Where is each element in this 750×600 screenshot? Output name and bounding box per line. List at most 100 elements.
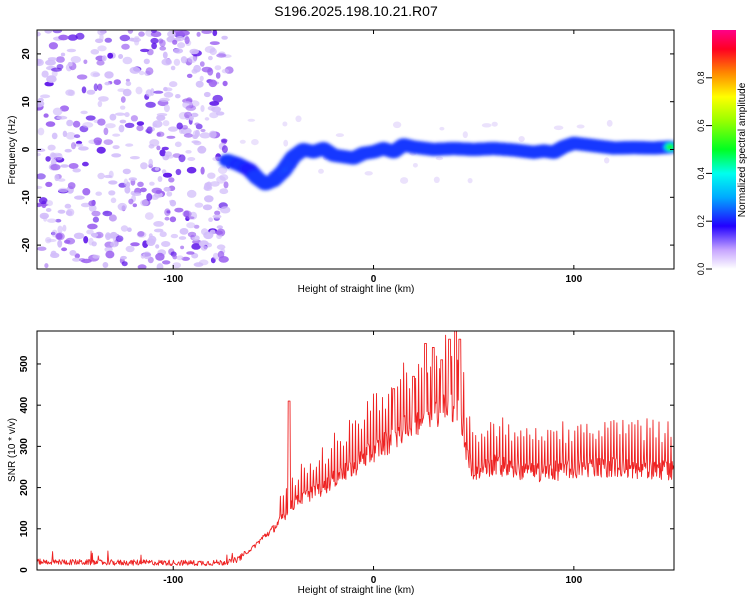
noise-blob [200, 128, 206, 133]
noise-blob [108, 170, 114, 179]
noise-blob [125, 143, 134, 147]
noise-blob [47, 57, 58, 61]
noise-blob [127, 30, 134, 34]
noise-blob [115, 112, 126, 116]
noise-blob [44, 30, 53, 34]
noise-blob [97, 172, 105, 180]
x-tick-label: 100 [565, 575, 582, 586]
x-tick-label: 100 [565, 274, 582, 285]
noise-blob [68, 163, 79, 169]
noise-blob [105, 123, 116, 129]
colorbar-label: Normalized spectral amplitude [737, 82, 748, 217]
noise-blob [215, 72, 221, 79]
noise-blob [37, 58, 42, 65]
noise-blob [43, 113, 49, 118]
noise-blob [97, 83, 103, 91]
noise-blob [108, 214, 117, 222]
noise-blob [164, 216, 170, 221]
noise-blob [110, 197, 117, 204]
snr-x-axis-label: Height of straight line (km) [298, 585, 415, 596]
noise-blob [195, 80, 204, 88]
noise-blob [136, 125, 144, 132]
noise-blob [204, 195, 214, 203]
noise-blob [193, 64, 202, 73]
noise-blob [155, 189, 162, 194]
noise-blob [173, 30, 183, 34]
noise-blob [392, 121, 402, 129]
noise-blob [208, 130, 217, 139]
noise-blob [412, 163, 418, 168]
noise-blob [128, 198, 134, 205]
noise-blob [222, 80, 228, 87]
noise-blob [97, 45, 107, 52]
noise-blob [185, 105, 197, 111]
noise-blob [37, 97, 44, 103]
noise-blob [45, 59, 56, 66]
noise-blob [151, 30, 157, 33]
noise-blob [37, 173, 46, 180]
noise-blob [74, 253, 81, 259]
noise-blob [129, 156, 140, 160]
noise-blob [57, 178, 66, 182]
noise-blob [60, 52, 66, 57]
noise-blob [58, 34, 69, 41]
noise-blob [467, 178, 473, 184]
noise-blob [604, 157, 610, 164]
noise-blob [175, 168, 182, 176]
noise-blob [203, 185, 213, 192]
noise-blob [47, 218, 57, 223]
noise-blob [88, 204, 97, 212]
noise-blob [113, 79, 122, 85]
colorbar-gradient [712, 30, 736, 269]
noise-blob [202, 204, 213, 211]
noise-blob [155, 244, 160, 249]
noise-blob [45, 208, 52, 212]
spectrogram-x-axis-label: Height of straight line (km) [298, 284, 415, 295]
noise-blob [108, 190, 116, 196]
noise-blob [110, 241, 118, 248]
noise-blob [138, 31, 145, 37]
noise-blob [90, 71, 100, 78]
noise-blob [518, 136, 525, 142]
noise-blob [119, 34, 130, 42]
noise-blob [142, 251, 152, 260]
noise-blob [159, 231, 167, 238]
noise-blob [194, 122, 200, 126]
noise-blob [193, 140, 202, 146]
noise-blob [37, 246, 47, 251]
noise-blob [105, 232, 111, 241]
noise-blob [208, 55, 213, 61]
noise-blob [149, 139, 160, 147]
noise-blob [37, 127, 45, 136]
noise-blob [216, 244, 226, 250]
snr-x-ticks: -100 0 100 [163, 331, 583, 586]
noise-blob [170, 65, 176, 71]
noise-blob [178, 236, 187, 240]
noise-blob [85, 115, 96, 121]
noise-blob [90, 232, 99, 237]
noise-blob [282, 121, 288, 127]
noise-blob [120, 105, 126, 110]
colorbar-tick-label: 0.0 [696, 263, 706, 276]
noise-blob [209, 101, 220, 106]
noise-blob [97, 30, 106, 36]
noise-blob [65, 132, 76, 140]
noise-blob [62, 224, 67, 232]
noise-blob [208, 79, 218, 88]
y-tick-label: -20 [21, 237, 32, 252]
noise-blob [186, 251, 195, 255]
noise-blob [209, 41, 220, 45]
snr-plot: -100 0 100 0 100 200 300 400 500 Height of stra… [7, 330, 675, 596]
noise-blob [134, 39, 140, 46]
noise-blob [148, 235, 157, 244]
noise-blob [37, 31, 41, 37]
y-tick-label: 0 [21, 146, 32, 152]
noise-blob [201, 30, 213, 34]
noise-blob [73, 232, 85, 239]
noise-blob [335, 133, 344, 138]
noise-blob [163, 86, 168, 92]
noise-blob [140, 48, 150, 53]
noise-blob [207, 172, 216, 179]
noise-blob [204, 117, 210, 121]
noise-blob [400, 177, 409, 184]
